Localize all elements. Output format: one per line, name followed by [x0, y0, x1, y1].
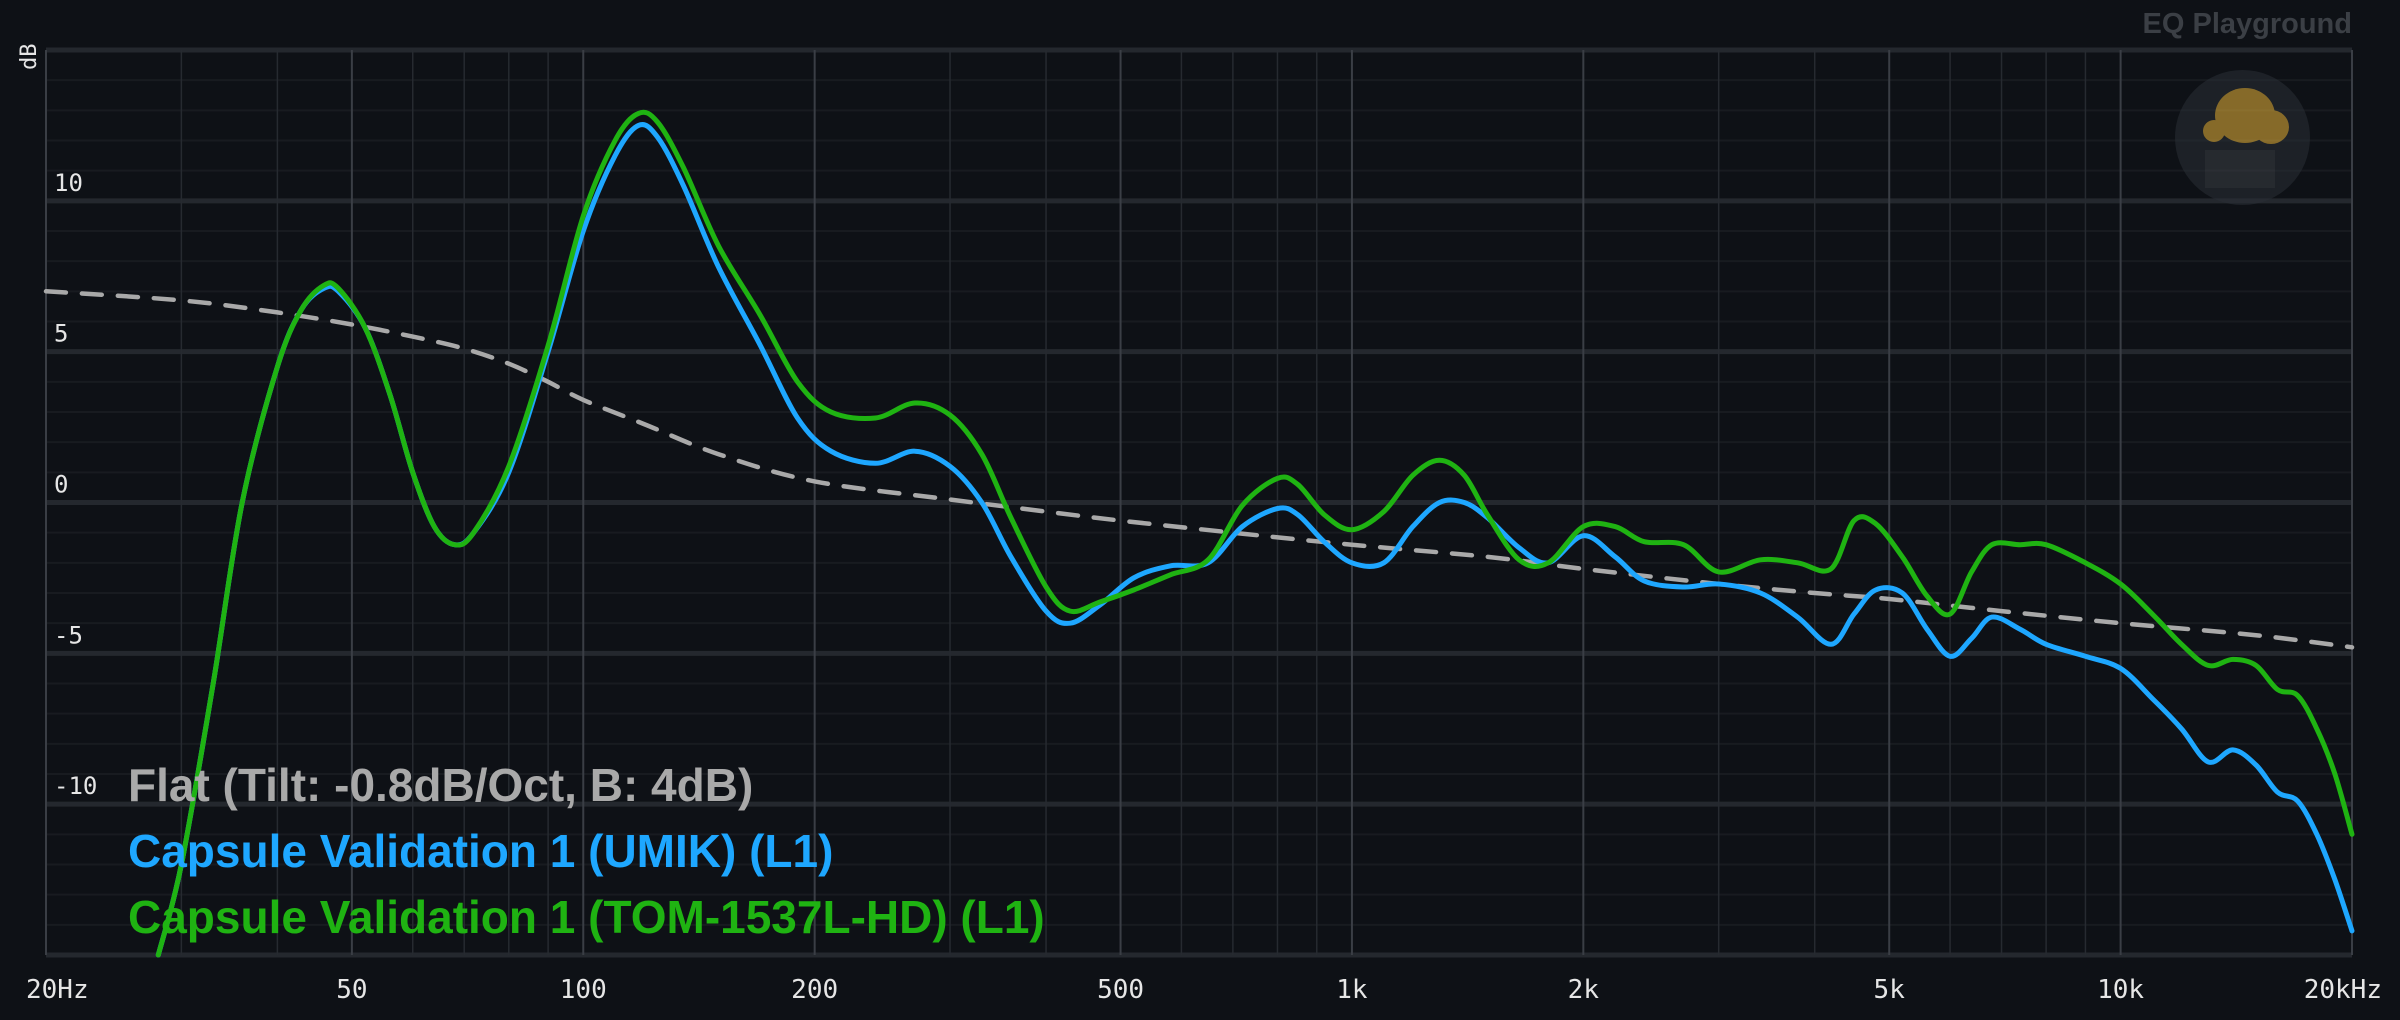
- legend-entry-flat: Flat (Tilt: -0.8dB/Oct, B: 4dB): [128, 759, 754, 811]
- series-line-flat: [43, 289, 2355, 650]
- y-tick-label: -10: [54, 772, 97, 800]
- y-tick-label: -5: [54, 621, 83, 649]
- legend: Flat (Tilt: -0.8dB/Oct, B: 4dB) Capsule …: [128, 752, 1045, 950]
- x-tick-label: 20kHz: [2304, 975, 2382, 1005]
- series-line-tom: [155, 109, 2355, 958]
- legend-entry-umik: Capsule Validation 1 (UMIK) (L1): [128, 825, 834, 877]
- y-tick-label: 10: [54, 169, 83, 197]
- y-tick-label: 0: [54, 471, 68, 499]
- x-tick-labels: 20Hz 50 100 200 500 1k 2k 5k 10k 20kHz: [26, 975, 2382, 1005]
- y-axis-label: dB: [17, 44, 42, 71]
- x-tick-label: 5k: [1874, 975, 1906, 1005]
- x-tick-label: 1k: [1336, 975, 1368, 1005]
- x-tick-label: 10k: [2097, 975, 2144, 1005]
- x-tick-label: 2k: [1568, 975, 1600, 1005]
- y-tick-label: 5: [54, 320, 68, 348]
- x-tick-label: 500: [1097, 975, 1144, 1005]
- series-lines: [43, 109, 2355, 958]
- y-tick-labels: 10 5 0 -5 -10: [54, 169, 97, 800]
- x-tick-label: 200: [791, 975, 838, 1005]
- grid: [45, 47, 2353, 958]
- brand-title: EQ Playground: [2142, 8, 2352, 40]
- x-tick-label: 100: [560, 975, 607, 1005]
- x-tick-label: 50: [336, 975, 367, 1005]
- avatar: [2175, 70, 2310, 205]
- x-tick-label: 20Hz: [26, 975, 89, 1005]
- legend-entry-tom: Capsule Validation 1 (TOM-1537L-HD) (L1): [128, 891, 1045, 943]
